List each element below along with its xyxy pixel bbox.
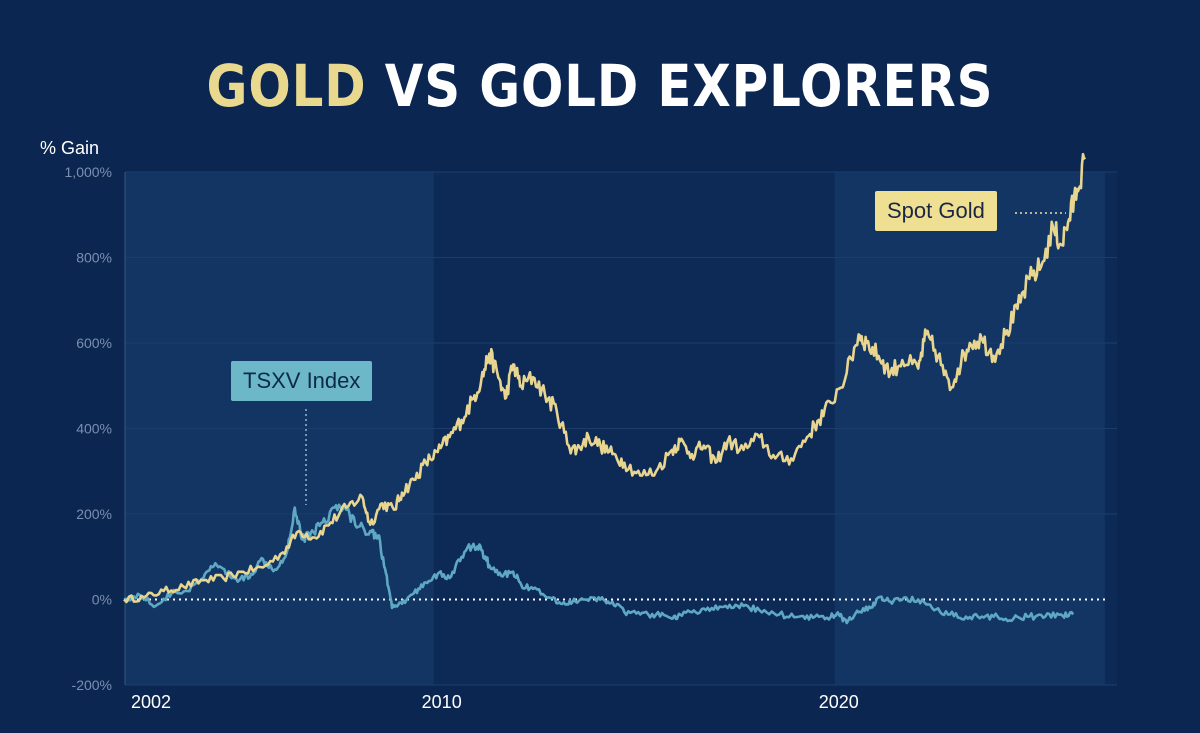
spot-gold-callout: Spot Gold (875, 191, 997, 231)
tsxv-index-line (123, 503, 1075, 625)
y-tick-label: 1,000% (65, 164, 112, 180)
spot-gold-line (123, 152, 1087, 604)
tsxv-index-callout: TSXV Index (231, 361, 373, 401)
series-lines (123, 152, 1087, 625)
x-tick-label: 2010 (422, 692, 462, 712)
title-gold-word: GOLD (206, 52, 367, 120)
x-tick-label: 2002 (131, 692, 171, 712)
y-tick-label: -200% (72, 677, 112, 693)
chart-title: GOLD VS GOLD EXPLORERS (84, 52, 1116, 120)
y-tick-label: 400% (76, 421, 112, 437)
x-tick-labels: 2002 2010 2020 (131, 692, 859, 712)
y-tick-label: 600% (76, 335, 112, 351)
title-rest: VS GOLD EXPLORERS (366, 52, 994, 120)
y-tick-labels: 1,000% 800% 600% 400% 200% 0% -200% (65, 164, 112, 693)
annotation-leaders (305, 212, 1066, 505)
y-tick-label: 200% (76, 506, 112, 522)
y-axis-label: % Gain (40, 138, 100, 158)
x-tick-label: 2020 (819, 692, 859, 712)
y-tick-label: 0% (92, 592, 112, 608)
y-tick-label: 800% (76, 250, 112, 266)
gridlines (124, 171, 1117, 686)
